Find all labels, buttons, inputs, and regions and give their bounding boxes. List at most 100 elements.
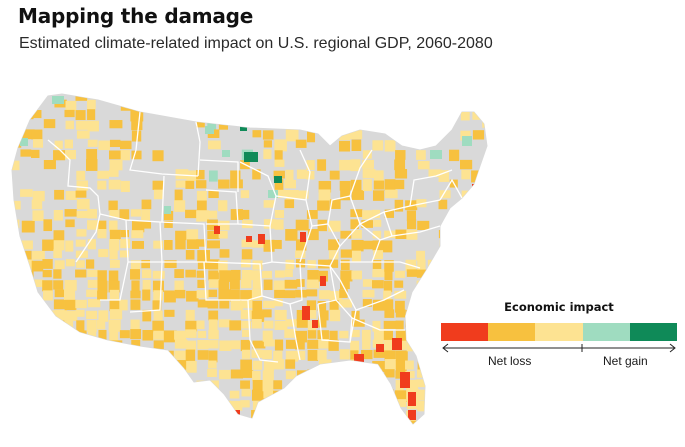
county-cell bbox=[43, 290, 53, 301]
county-cell bbox=[175, 389, 187, 399]
county-cell bbox=[328, 220, 341, 232]
county-cell bbox=[483, 420, 487, 424]
county-cell bbox=[241, 320, 252, 329]
county-cell bbox=[339, 289, 348, 298]
county-cell bbox=[152, 150, 164, 162]
county-cell bbox=[328, 339, 339, 351]
county-cell bbox=[97, 170, 109, 179]
county-cell bbox=[98, 410, 108, 418]
county-cell-highlight bbox=[430, 150, 442, 159]
county-cell bbox=[208, 289, 218, 298]
county-cell bbox=[483, 279, 487, 292]
county-cell bbox=[427, 380, 440, 388]
county-cell bbox=[153, 290, 164, 301]
county-cell bbox=[87, 409, 99, 421]
county-cell bbox=[185, 320, 198, 332]
county-cell bbox=[109, 300, 120, 312]
county-cell bbox=[97, 180, 107, 190]
county-cell bbox=[218, 220, 230, 231]
county-cell bbox=[196, 119, 205, 128]
county-cell bbox=[119, 250, 130, 258]
county-cell bbox=[296, 400, 310, 410]
county-cell bbox=[229, 320, 242, 331]
county-cell bbox=[54, 339, 64, 348]
county-cell bbox=[372, 339, 384, 348]
county-cell bbox=[306, 130, 316, 143]
county-cell bbox=[274, 289, 286, 299]
county-cell bbox=[274, 339, 284, 351]
county-cell bbox=[296, 309, 308, 321]
county-cell bbox=[372, 269, 385, 278]
county-cell bbox=[262, 350, 272, 360]
county-cell bbox=[196, 200, 207, 212]
county-cell bbox=[75, 299, 87, 309]
county-cell bbox=[109, 139, 121, 148]
county-cell bbox=[241, 269, 252, 281]
county-cell bbox=[383, 410, 396, 420]
county-cell bbox=[86, 259, 95, 269]
county-cell bbox=[405, 360, 414, 370]
county-cell bbox=[141, 209, 151, 221]
county-cell bbox=[350, 179, 362, 191]
county-cell bbox=[428, 319, 441, 329]
county-cell bbox=[416, 379, 427, 388]
county-cell bbox=[251, 310, 265, 323]
county-cell bbox=[384, 299, 394, 310]
county-cell bbox=[340, 230, 352, 239]
county-cell bbox=[351, 250, 362, 262]
county-cell-highlight bbox=[302, 306, 310, 320]
county-cell bbox=[295, 219, 309, 231]
county-cell bbox=[43, 160, 56, 170]
county-cell bbox=[207, 210, 218, 219]
county-cell bbox=[142, 329, 154, 341]
county-cell bbox=[472, 130, 485, 140]
county-cell bbox=[53, 230, 65, 242]
county-cell bbox=[31, 129, 43, 140]
county-cell bbox=[97, 280, 108, 293]
county-cell bbox=[185, 329, 197, 338]
county-cell-highlight bbox=[320, 276, 326, 286]
county-cell bbox=[20, 409, 32, 418]
county-cell bbox=[175, 419, 189, 424]
county-cell bbox=[119, 360, 129, 369]
county-cell bbox=[362, 240, 374, 250]
county-cell bbox=[328, 250, 339, 259]
county-cell bbox=[230, 170, 241, 180]
county-cell bbox=[241, 299, 253, 309]
county-cell bbox=[76, 359, 88, 370]
county-cell bbox=[251, 270, 261, 281]
county-cell bbox=[461, 240, 472, 249]
county-cell bbox=[76, 120, 89, 130]
county-cell bbox=[208, 259, 220, 270]
county-cell bbox=[317, 94, 327, 101]
county-cell bbox=[405, 320, 418, 328]
county-cell bbox=[86, 99, 96, 110]
county-cell-highlight bbox=[222, 150, 230, 157]
county-cell bbox=[120, 180, 130, 193]
county-cell bbox=[417, 290, 429, 298]
county-cell bbox=[384, 209, 395, 218]
county-cell bbox=[263, 239, 275, 252]
county-cell bbox=[197, 330, 207, 339]
county-cell bbox=[274, 139, 287, 152]
county-cell bbox=[251, 389, 265, 401]
county-cell bbox=[75, 110, 86, 121]
county-cell bbox=[76, 229, 87, 237]
county-cell bbox=[218, 179, 230, 189]
county-cell bbox=[274, 309, 287, 321]
county-cell bbox=[263, 140, 273, 148]
county-cell bbox=[152, 300, 162, 312]
county-cell bbox=[296, 380, 306, 391]
county-cell bbox=[350, 130, 363, 140]
county-cell bbox=[295, 289, 307, 298]
county-cell bbox=[460, 279, 472, 288]
county-cell bbox=[362, 279, 373, 287]
county-cell bbox=[218, 260, 228, 273]
county-cell-highlight bbox=[205, 126, 214, 134]
county-cell bbox=[351, 410, 362, 421]
county-cell bbox=[208, 140, 221, 150]
county-cell bbox=[384, 94, 396, 101]
county-cell bbox=[372, 230, 382, 239]
county-cell bbox=[87, 330, 97, 340]
right-arrow-icon bbox=[669, 343, 676, 353]
